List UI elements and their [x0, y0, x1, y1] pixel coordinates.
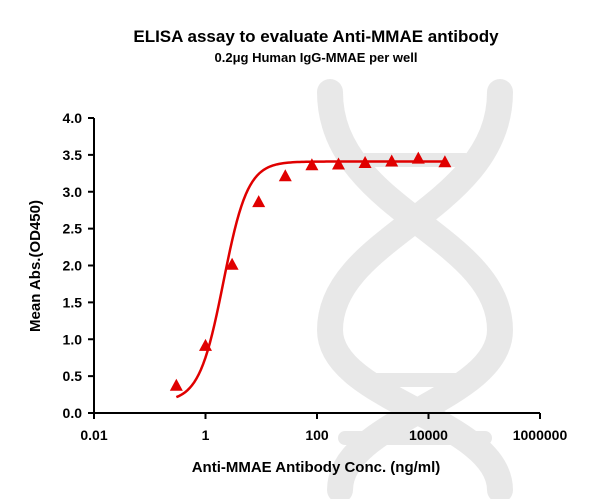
y-tick-label: 1.0 — [63, 331, 83, 347]
x-axis-label: Anti-MMAE Antibody Conc. (ng/ml) — [192, 459, 441, 476]
x-tick-label: 1000000 — [513, 427, 568, 443]
x-tick-label: 1 — [202, 427, 210, 443]
data-point — [305, 158, 319, 171]
y-tick-label: 2.0 — [63, 258, 83, 274]
data-points — [169, 151, 452, 391]
y-tick-label: 1.5 — [63, 294, 83, 310]
data-point — [385, 154, 399, 167]
data-point — [411, 151, 425, 164]
x-axis-ticks: 0.01 1 100 10000 1000000 — [80, 413, 567, 443]
chart-title: ELISA assay to evaluate Anti-MMAE antibo… — [133, 27, 499, 46]
y-tick-label: 2.5 — [63, 221, 83, 237]
data-point — [331, 157, 345, 170]
y-tick-label: 3.0 — [63, 184, 83, 200]
y-axis-label: Mean Abs.(OD450) — [27, 200, 44, 332]
dna-watermark-icon — [316, 79, 514, 499]
y-tick-label: 0.0 — [63, 405, 83, 421]
data-point — [358, 155, 372, 168]
data-point — [278, 169, 292, 182]
data-point — [169, 378, 183, 391]
y-tick-label: 3.5 — [63, 147, 83, 163]
y-tick-label: 0.5 — [63, 368, 83, 384]
data-point — [438, 155, 452, 168]
x-tick-label: 0.01 — [80, 427, 107, 443]
y-axis-ticks: 0.0 0.5 1.0 1.5 2.0 2.5 3.0 3.5 4.0 — [63, 110, 94, 421]
chart-subtitle: 0.2μg Human IgG-MMAE per well — [215, 50, 418, 65]
x-tick-label: 100 — [305, 427, 329, 443]
data-point — [225, 257, 239, 270]
y-tick-label: 4.0 — [63, 110, 83, 126]
data-point — [199, 338, 212, 351]
x-tick-label: 10000 — [409, 427, 448, 443]
data-point — [252, 195, 266, 208]
